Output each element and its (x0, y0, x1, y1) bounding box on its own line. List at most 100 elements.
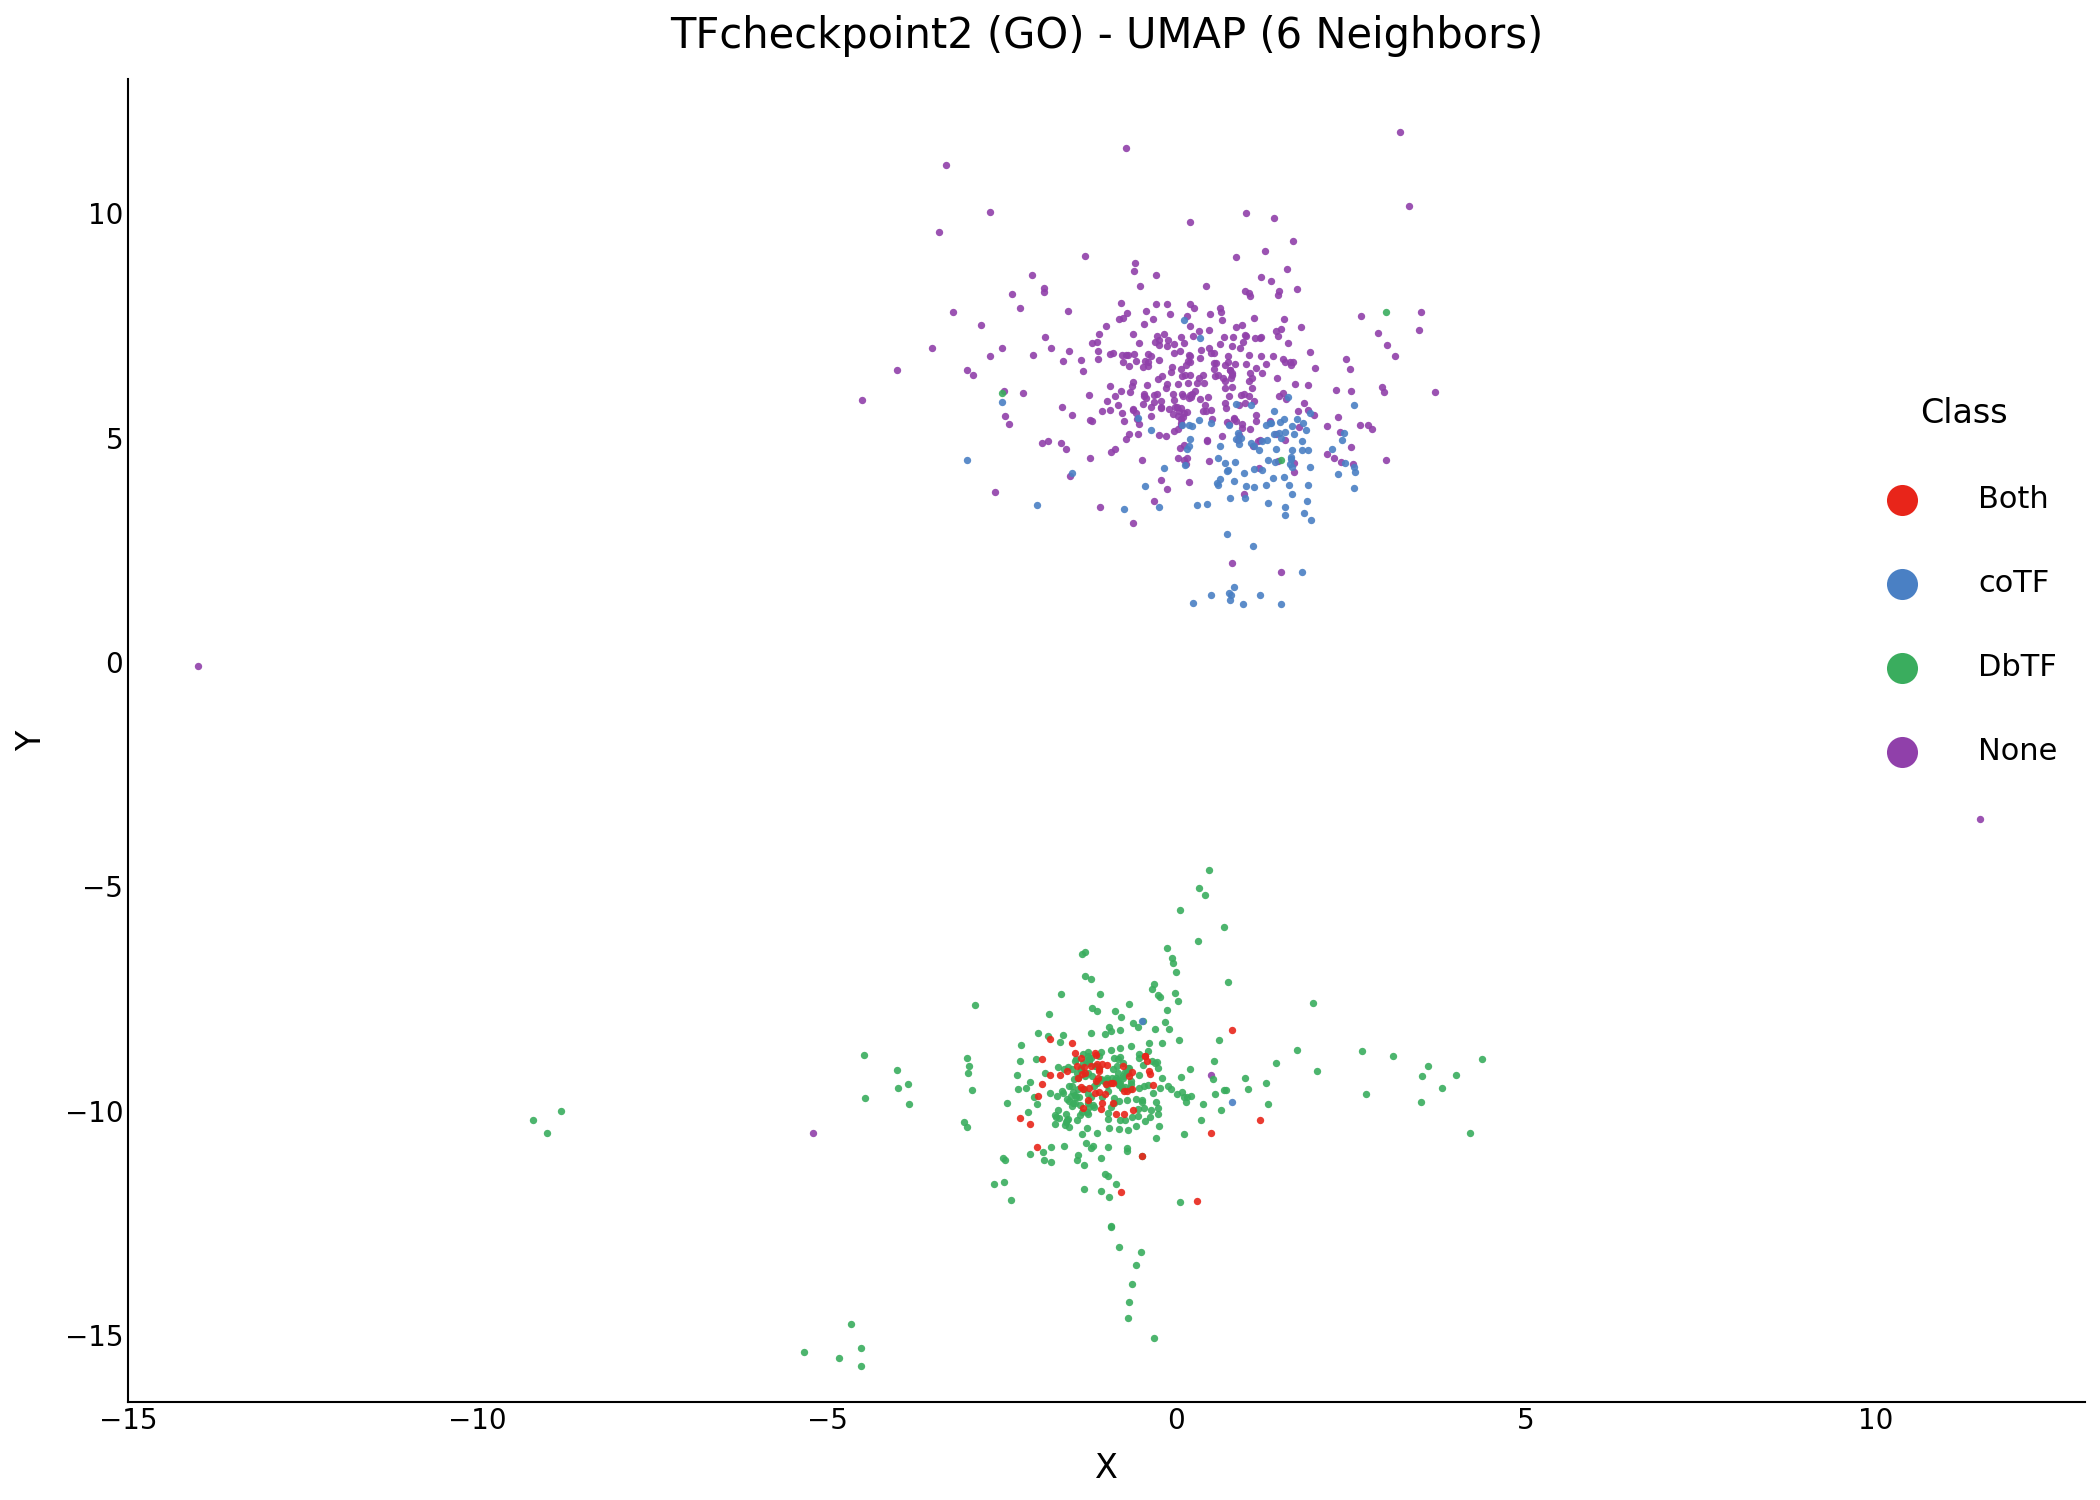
Point (1411, 1054, 1445, 1078)
Point (1100, 1068, 1134, 1092)
Point (1292, 489, 1325, 513)
Point (1136, 1074, 1170, 1098)
Point (1292, 399, 1325, 423)
Point (1228, 486, 1262, 510)
Point (1233, 369, 1266, 393)
Point (1142, 1114, 1176, 1138)
Point (1069, 243, 1103, 267)
Point (1058, 1083, 1092, 1107)
Point (1252, 1092, 1285, 1116)
Point (1140, 382, 1174, 406)
Point (1228, 474, 1262, 498)
Point (1107, 410, 1140, 434)
Point (1277, 350, 1310, 374)
Point (985, 336, 1018, 360)
Point (1174, 426, 1208, 450)
Point (1317, 446, 1350, 470)
Point (1189, 399, 1222, 423)
Point (1058, 1084, 1092, 1108)
Point (1369, 300, 1403, 324)
Point (1054, 1058, 1088, 1082)
Point (1222, 423, 1256, 447)
Point (796, 1120, 830, 1144)
Point (1250, 238, 1283, 262)
Point (1166, 364, 1199, 388)
Point (958, 993, 991, 1017)
Point (1222, 420, 1256, 444)
Point (1205, 424, 1239, 448)
Point (1163, 898, 1197, 922)
Point (1136, 1050, 1170, 1074)
Point (1052, 1074, 1086, 1098)
Point (1199, 351, 1233, 375)
Point (1054, 1032, 1088, 1056)
Point (880, 1076, 914, 1100)
Point (1166, 405, 1199, 429)
Point (1163, 406, 1197, 430)
Point (1113, 1076, 1147, 1100)
Point (1159, 960, 1193, 984)
Point (821, 1346, 855, 1370)
Point (1142, 328, 1176, 352)
Point (1438, 1064, 1472, 1088)
Point (1124, 1042, 1157, 1066)
Point (1184, 1108, 1218, 1132)
Point (844, 1336, 878, 1360)
Point (1174, 363, 1208, 387)
Point (1098, 1173, 1132, 1197)
Point (1210, 1077, 1243, 1101)
Point (1233, 362, 1266, 386)
Point (1048, 1113, 1082, 1137)
Point (979, 480, 1012, 504)
Point (1109, 1107, 1142, 1131)
Point (1082, 1044, 1115, 1068)
Point (1033, 1002, 1067, 1026)
Point (1157, 342, 1191, 366)
Point (1201, 446, 1235, 470)
Point (1233, 282, 1266, 306)
Point (1079, 1042, 1113, 1066)
Point (1199, 1082, 1233, 1106)
Point (1220, 315, 1254, 339)
Point (1195, 340, 1228, 364)
Point (1084, 495, 1117, 519)
Point (1277, 460, 1310, 484)
Point (1275, 352, 1308, 376)
Point (1075, 1064, 1109, 1088)
Point (1086, 1090, 1119, 1114)
Point (1170, 452, 1203, 476)
Point (1151, 1074, 1184, 1098)
Point (1214, 366, 1247, 390)
Point (1170, 304, 1203, 328)
Point (181, 654, 214, 678)
Point (1212, 411, 1245, 435)
Point (1113, 1065, 1147, 1089)
Point (1111, 1290, 1145, 1314)
Point (1109, 342, 1142, 366)
Point (987, 380, 1021, 404)
Point (1268, 420, 1302, 444)
Point (1046, 1080, 1079, 1104)
Point (1264, 411, 1298, 435)
Point (517, 1107, 550, 1131)
Point (1102, 1019, 1136, 1042)
Point (1060, 1143, 1094, 1167)
Point (1063, 1084, 1096, 1108)
Point (1256, 206, 1289, 230)
Point (1193, 302, 1226, 326)
Point (1281, 278, 1315, 302)
Point (1094, 1038, 1128, 1062)
Point (1098, 999, 1132, 1023)
Point (1067, 1077, 1100, 1101)
Point (1134, 976, 1168, 1000)
Point (1453, 1120, 1487, 1144)
Point (1134, 1104, 1168, 1128)
Point (1044, 1030, 1077, 1054)
Point (1147, 322, 1180, 346)
Point (1369, 448, 1403, 472)
Point (1294, 340, 1327, 364)
Point (1128, 350, 1161, 374)
Point (1226, 591, 1260, 615)
Point (1168, 1122, 1201, 1146)
Point (1082, 1059, 1115, 1083)
